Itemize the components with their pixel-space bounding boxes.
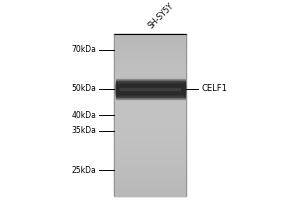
Bar [114,192,186,196]
Text: CELF1: CELF1 [201,84,227,93]
Bar [114,54,186,58]
Text: 35kDa: 35kDa [71,126,96,135]
Bar [114,62,186,66]
Bar [114,164,186,168]
Bar [114,156,186,160]
Bar [114,140,186,144]
Bar [114,70,186,75]
Bar [114,148,186,152]
Bar [114,184,186,188]
Bar [114,107,186,111]
Text: 40kDa: 40kDa [71,111,96,120]
Bar [114,58,186,62]
Bar [116,84,184,94]
Bar [114,119,186,123]
Bar [114,46,186,50]
Bar [114,176,186,180]
Bar [114,34,186,196]
Bar [116,81,184,97]
Bar [114,95,186,99]
Bar [114,66,186,70]
Bar [114,34,186,38]
Bar [114,83,186,87]
Bar [116,85,184,93]
Bar [116,81,184,97]
Bar [114,38,186,42]
Bar [114,152,186,156]
Bar [116,83,184,95]
Bar [114,99,186,103]
Text: 70kDa: 70kDa [71,45,96,54]
Text: 25kDa: 25kDa [71,166,96,175]
Bar [114,115,186,119]
Bar [116,79,184,99]
Bar [114,75,186,79]
Bar [114,42,186,46]
Bar [116,84,184,94]
Bar [120,88,180,90]
Bar [114,131,186,135]
Bar [114,79,186,83]
Bar [114,180,186,184]
Bar [116,80,184,98]
Bar [114,123,186,127]
Text: SH-SY5Y: SH-SY5Y [147,1,176,30]
Bar [114,111,186,115]
Bar [114,135,186,140]
Bar [114,91,186,95]
Bar [116,79,184,99]
Bar [114,50,186,54]
Bar [114,188,186,192]
Bar [114,103,186,107]
Text: 50kDa: 50kDa [71,84,96,93]
Bar [114,87,186,91]
Bar [114,168,186,172]
Bar [116,82,184,96]
Bar [114,160,186,164]
Bar [114,172,186,176]
Bar [114,127,186,131]
Bar [114,144,186,148]
